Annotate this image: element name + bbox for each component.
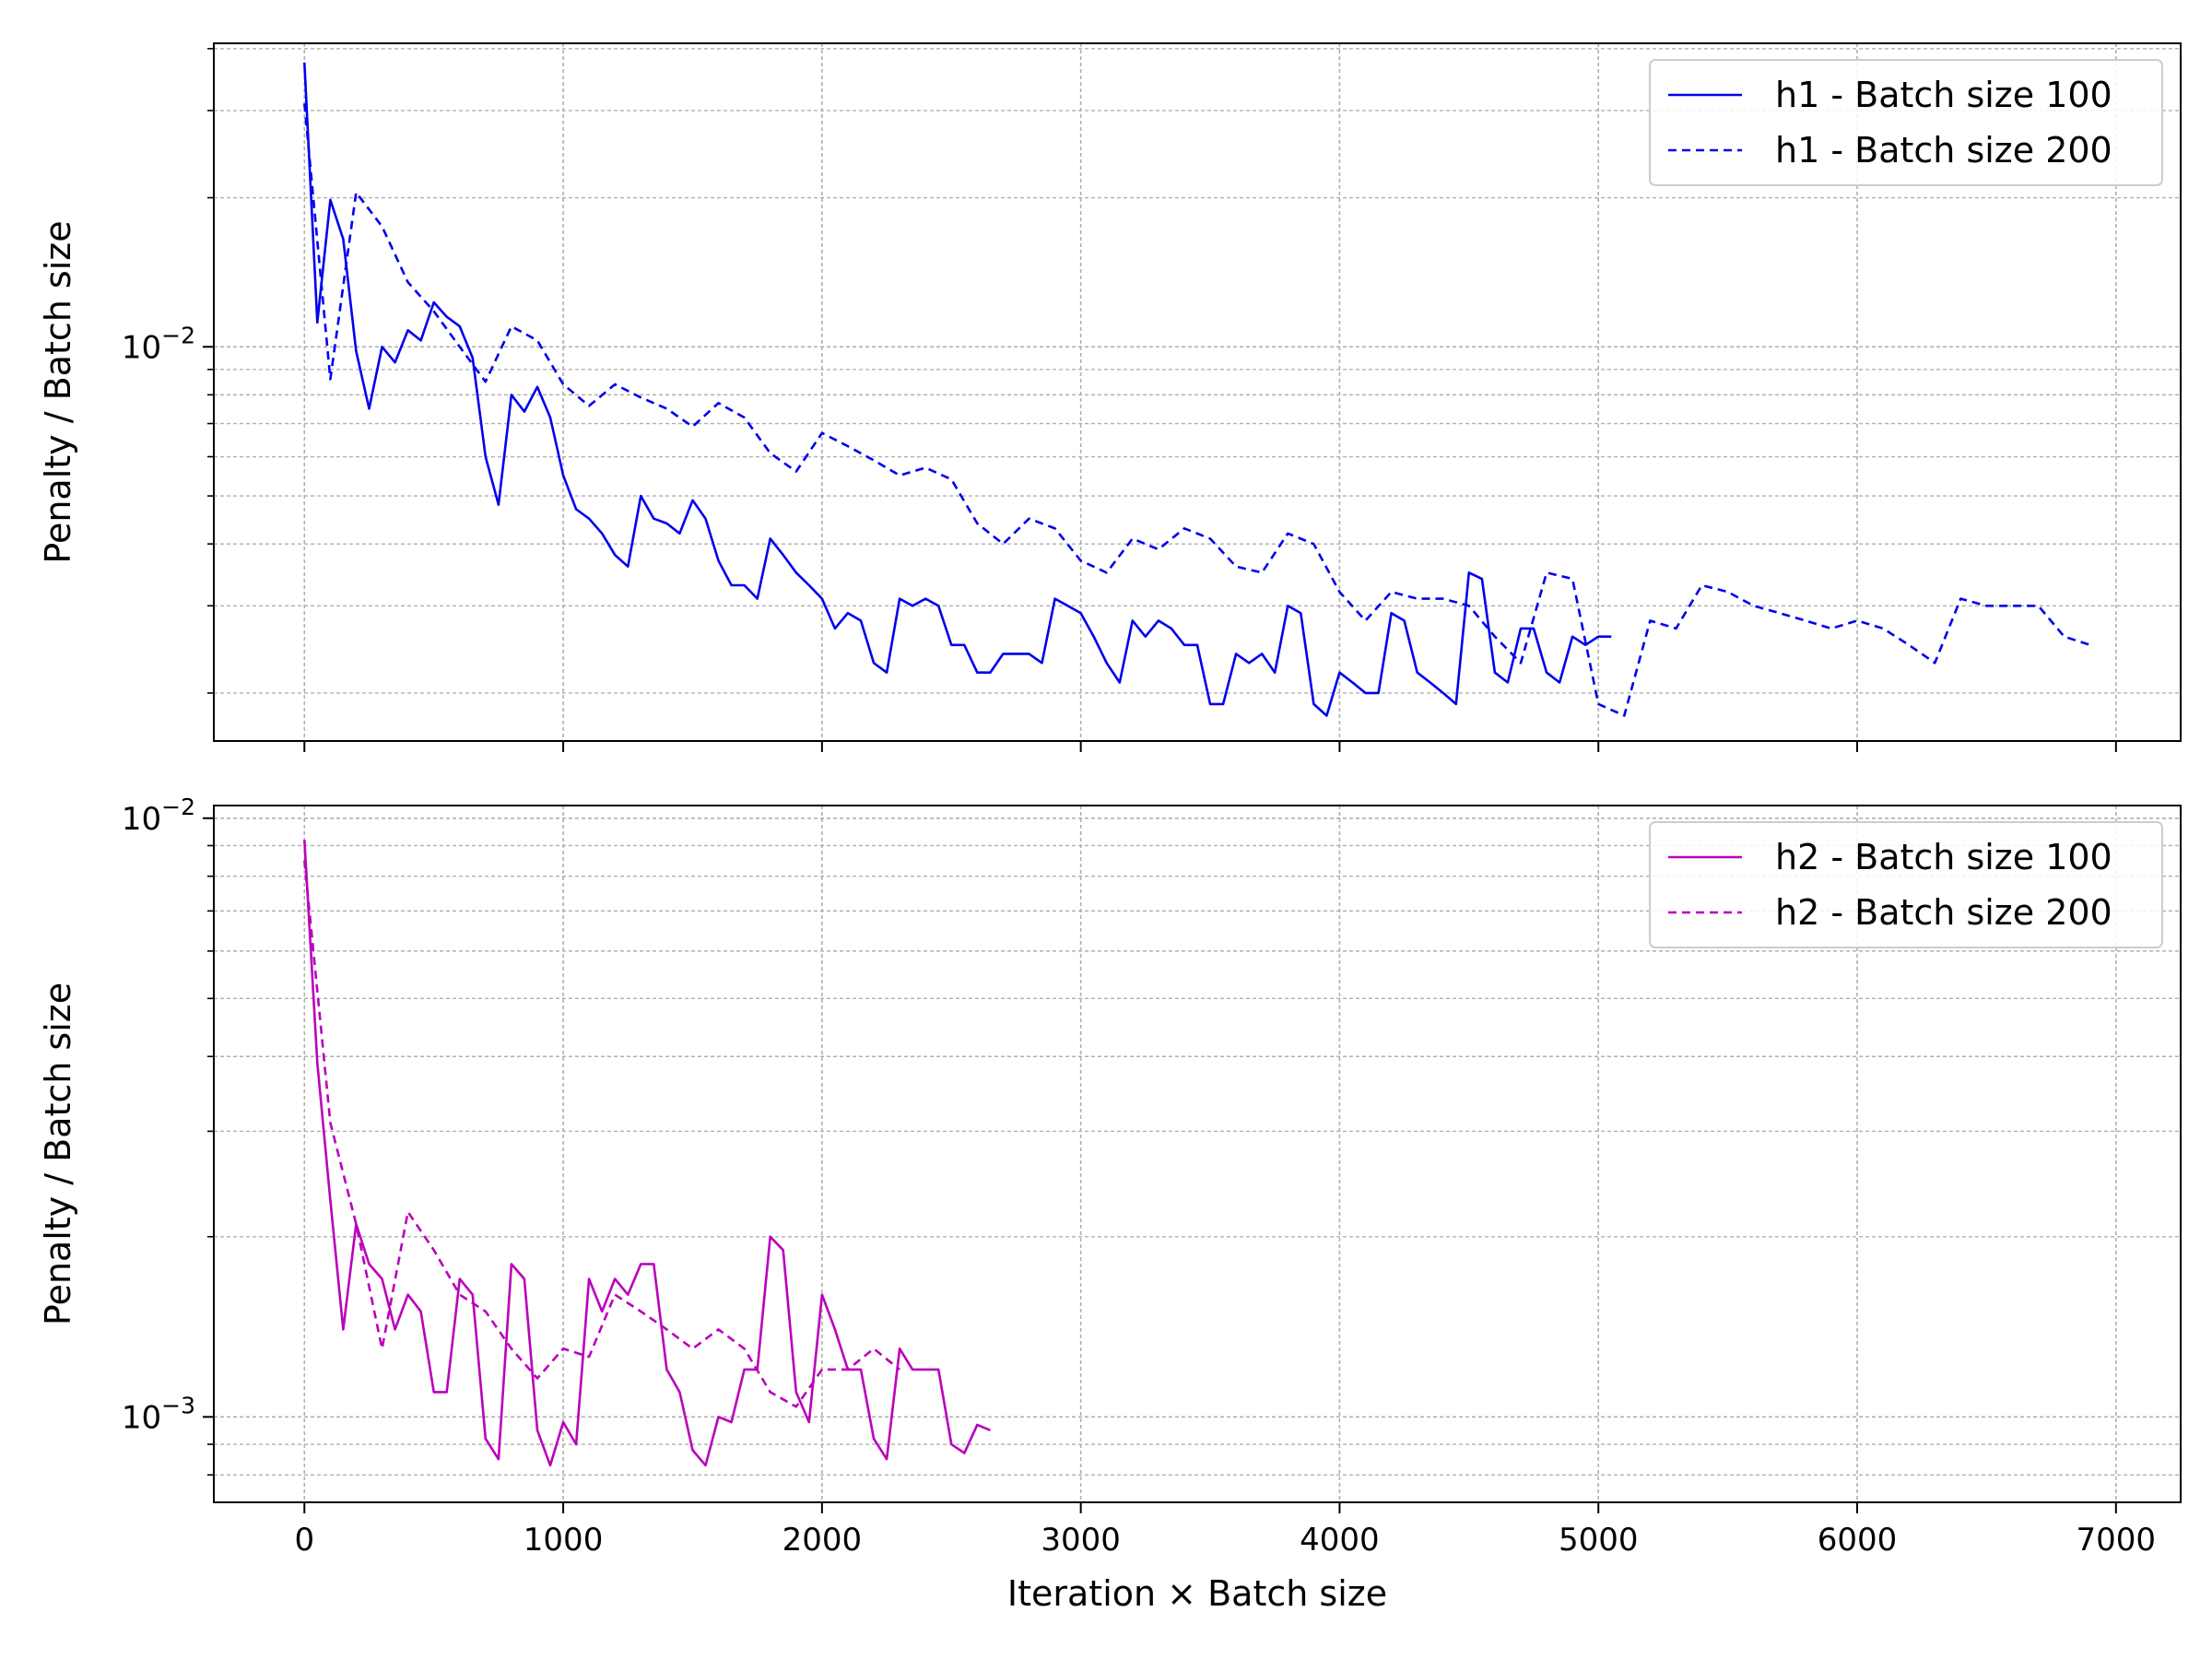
y-tick-label: 10−2 [122, 322, 195, 366]
x-tick-label: 6000 [1818, 1522, 1898, 1559]
y-axis-label: Penalty / Batch size [38, 982, 78, 1325]
x-tick-label: 1000 [524, 1522, 604, 1559]
legend-label: h2 - Batch size 100 [1775, 837, 2112, 877]
x-axis-label: Iteration × Batch size [1007, 1573, 1387, 1614]
x-tick-label: 2000 [782, 1522, 863, 1559]
x-tick-label: 4000 [1300, 1522, 1380, 1559]
series-line [303, 840, 991, 1467]
legend-box [1649, 821, 2163, 948]
legend-label: h1 - Batch size 200 [1775, 130, 2112, 171]
series-line [303, 860, 900, 1408]
legend: h2 - Batch size 100 h2 - Batch size 200 [1649, 821, 2163, 948]
axes-frame [213, 805, 2182, 1503]
x-tick-label: 7000 [2077, 1522, 2157, 1559]
axes-frame [213, 42, 2182, 742]
top-panel: 10−2 Penalty / Batch size h1 - Batch size … [38, 42, 2182, 752]
y-tick-label: 10−2 [122, 794, 195, 838]
x-tick-label: 3000 [1041, 1522, 1121, 1559]
x-tick-label: 5000 [1559, 1522, 1639, 1559]
series-line [303, 62, 1612, 717]
legend-box [1649, 59, 2163, 186]
legend: h1 - Batch size 100 h1 - Batch size 200 [1649, 59, 2163, 186]
y-tick-label: 10−3 [122, 1392, 195, 1436]
bottom-panel: 10−2 10−3 0 1000 2000 3000 4000 5000 6000 7000 Pen… [38, 794, 2182, 1614]
legend-label: h1 - Batch size 100 [1775, 75, 2112, 115]
series-line [303, 103, 2091, 717]
y-axis-label: Penalty / Batch size [38, 220, 78, 563]
x-tick-label: 0 [294, 1522, 314, 1559]
legend-label: h2 - Batch size 200 [1775, 892, 2112, 933]
